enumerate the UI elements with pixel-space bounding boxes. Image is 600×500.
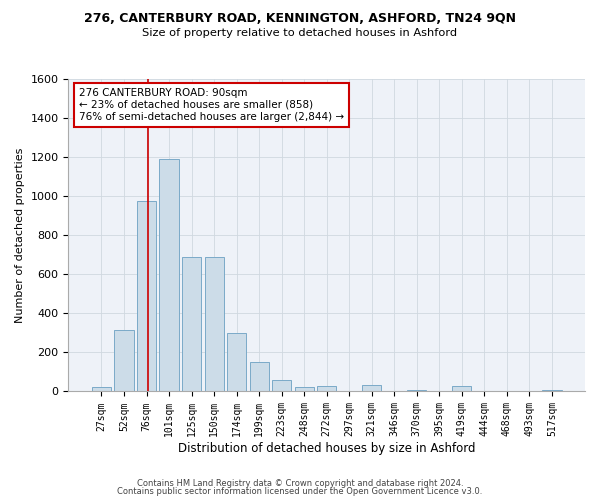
Bar xyxy=(272,380,291,392)
Bar xyxy=(137,201,156,392)
Text: 276, CANTERBURY ROAD, KENNINGTON, ASHFORD, TN24 9QN: 276, CANTERBURY ROAD, KENNINGTON, ASHFOR… xyxy=(84,12,516,26)
Text: Contains HM Land Registry data © Crown copyright and database right 2024.: Contains HM Land Registry data © Crown c… xyxy=(137,478,463,488)
Bar xyxy=(542,390,562,392)
Text: 276 CANTERBURY ROAD: 90sqm
← 23% of detached houses are smaller (858)
76% of sem: 276 CANTERBURY ROAD: 90sqm ← 23% of deta… xyxy=(79,88,344,122)
Bar xyxy=(250,362,269,392)
X-axis label: Distribution of detached houses by size in Ashford: Distribution of detached houses by size … xyxy=(178,442,475,455)
Bar xyxy=(362,384,382,392)
Text: Contains public sector information licensed under the Open Government Licence v3: Contains public sector information licen… xyxy=(118,487,482,496)
Text: Size of property relative to detached houses in Ashford: Size of property relative to detached ho… xyxy=(142,28,458,38)
Bar xyxy=(205,256,224,392)
Bar xyxy=(452,386,472,392)
Bar xyxy=(115,330,134,392)
Bar xyxy=(227,333,246,392)
Bar xyxy=(295,386,314,392)
Bar xyxy=(317,386,336,392)
Bar xyxy=(160,159,179,392)
Bar xyxy=(407,390,427,392)
Y-axis label: Number of detached properties: Number of detached properties xyxy=(15,148,25,323)
Bar xyxy=(182,256,201,392)
Bar xyxy=(92,386,111,392)
